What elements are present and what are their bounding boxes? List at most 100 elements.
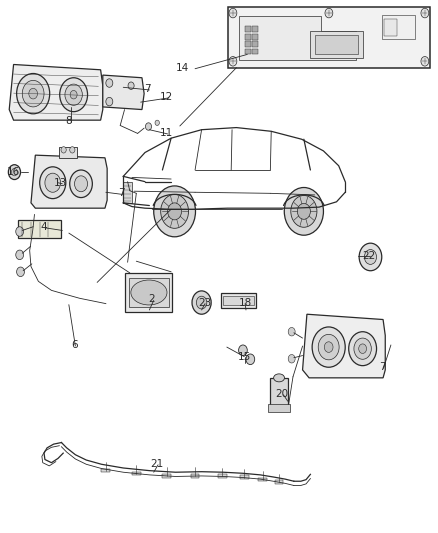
Circle shape [168, 203, 182, 220]
Bar [191, 474, 199, 478]
Bar [240, 475, 249, 479]
Text: 7: 7 [144, 84, 151, 94]
Polygon shape [239, 16, 356, 60]
Bar [275, 480, 283, 484]
Circle shape [354, 338, 371, 359]
Circle shape [106, 98, 113, 106]
Bar [223, 296, 254, 305]
Text: 6: 6 [71, 340, 78, 350]
Circle shape [288, 327, 295, 336]
Circle shape [297, 204, 311, 219]
Circle shape [29, 88, 38, 99]
Circle shape [8, 165, 21, 180]
Circle shape [192, 291, 211, 314]
Circle shape [128, 82, 134, 90]
Bar [132, 472, 141, 475]
Circle shape [359, 344, 367, 353]
Text: 22: 22 [363, 251, 376, 261]
Text: 8: 8 [66, 116, 72, 126]
Circle shape [359, 243, 382, 271]
Bar [245, 49, 251, 54]
Circle shape [40, 167, 66, 199]
Text: 20: 20 [276, 389, 289, 399]
Bar [218, 474, 227, 478]
Circle shape [324, 342, 333, 352]
Text: 7: 7 [379, 362, 385, 372]
Circle shape [16, 227, 24, 236]
Circle shape [61, 147, 66, 153]
Circle shape [318, 334, 339, 360]
Text: 13: 13 [53, 177, 67, 188]
Circle shape [229, 56, 237, 66]
Bar [252, 26, 258, 32]
Circle shape [70, 170, 92, 198]
Circle shape [196, 296, 207, 309]
Circle shape [65, 84, 82, 106]
Text: 16: 16 [7, 167, 20, 177]
Text: 23: 23 [198, 297, 212, 308]
Circle shape [45, 173, 60, 192]
Circle shape [239, 345, 247, 356]
Text: 14: 14 [175, 63, 189, 72]
Text: 18: 18 [238, 297, 252, 308]
Text: 2: 2 [148, 294, 155, 304]
Bar [252, 41, 258, 47]
Bar [245, 26, 251, 32]
Bar [270, 378, 288, 406]
Polygon shape [9, 64, 103, 120]
Circle shape [288, 354, 295, 363]
Circle shape [312, 327, 345, 367]
Text: 15: 15 [238, 352, 251, 361]
Text: 12: 12 [160, 92, 173, 102]
Bar [268, 404, 290, 412]
Circle shape [364, 249, 377, 264]
Circle shape [155, 120, 159, 125]
Text: 11: 11 [160, 128, 173, 138]
Circle shape [154, 186, 195, 237]
Bar [125, 273, 173, 312]
Bar [245, 41, 251, 47]
Circle shape [11, 168, 18, 176]
Polygon shape [303, 314, 385, 378]
Polygon shape [103, 75, 144, 110]
Circle shape [17, 267, 25, 277]
Bar [245, 34, 251, 39]
Circle shape [349, 332, 377, 366]
Bar [18, 220, 61, 238]
Circle shape [22, 80, 44, 107]
Text: 7: 7 [118, 188, 124, 198]
Bar [59, 147, 77, 158]
Circle shape [246, 354, 254, 365]
Circle shape [284, 188, 323, 235]
Circle shape [74, 176, 88, 192]
Circle shape [229, 9, 237, 18]
Bar [382, 14, 415, 38]
Bar [315, 35, 358, 54]
Bar [221, 293, 256, 308]
Circle shape [145, 123, 152, 130]
Ellipse shape [274, 374, 285, 382]
Bar [129, 278, 169, 308]
Bar [102, 469, 110, 472]
Circle shape [161, 195, 188, 228]
Text: 21: 21 [151, 459, 164, 469]
Bar [258, 478, 267, 481]
Circle shape [16, 250, 24, 260]
Polygon shape [31, 155, 107, 208]
Ellipse shape [131, 280, 167, 305]
Circle shape [106, 79, 113, 87]
Bar [311, 30, 363, 58]
Circle shape [325, 9, 333, 18]
Bar [228, 7, 430, 68]
Polygon shape [123, 182, 132, 203]
Circle shape [421, 9, 429, 18]
Circle shape [421, 56, 429, 66]
Circle shape [17, 74, 49, 114]
Bar [162, 474, 171, 478]
Bar [252, 34, 258, 39]
Bar [385, 19, 397, 36]
Circle shape [60, 78, 88, 112]
Circle shape [291, 196, 317, 227]
Text: 4: 4 [41, 222, 47, 232]
Circle shape [70, 91, 77, 99]
